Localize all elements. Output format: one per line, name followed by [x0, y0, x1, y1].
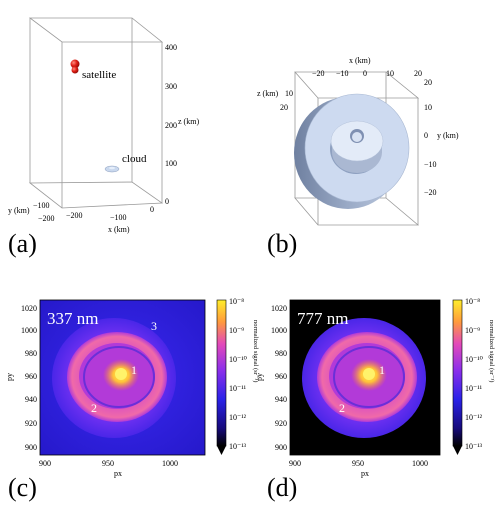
- b-ytick: −10: [424, 160, 437, 169]
- d-cbtick: 10⁻¹¹: [465, 384, 483, 393]
- a-ztick: 300: [165, 82, 177, 91]
- d-cbtick: 10⁻¹⁰: [465, 355, 483, 364]
- cloud-shape: [104, 165, 120, 173]
- c-region-label: 3: [151, 319, 157, 333]
- b-xtick: −20: [312, 69, 325, 78]
- d-colorbar: [452, 299, 463, 447]
- c-region-label: 1: [131, 363, 137, 377]
- d-ytick: 900: [275, 443, 287, 452]
- d-cbtick: 10⁻⁹: [465, 326, 480, 335]
- b-ylabel: y (km): [437, 131, 459, 140]
- c-ytick: 940: [25, 395, 37, 404]
- d-ytick: 940: [275, 395, 287, 404]
- b-xtick: −10: [336, 69, 349, 78]
- b-xlabel: x (km): [349, 56, 371, 65]
- c-ytick: 900: [25, 443, 37, 452]
- d-image: [290, 300, 440, 455]
- panel-label-b: (b): [267, 229, 297, 258]
- b-xtick: 0: [363, 69, 367, 78]
- a-zlabel: z (km): [178, 117, 199, 126]
- d-region-label: 1: [379, 363, 385, 377]
- d-cbtick: 10⁻¹²: [465, 413, 483, 422]
- c-colorbar-label: normalized signal (sr⁻¹): [252, 320, 259, 382]
- panel-a-box: [28, 17, 164, 209]
- d-ylabel: py: [255, 373, 264, 381]
- d-region-label: 2: [339, 401, 345, 415]
- b-ztick: 10: [285, 89, 293, 98]
- c-xlabel: px: [114, 469, 122, 478]
- b-zlabel: z (km): [257, 89, 278, 98]
- c-colorbar: [216, 299, 227, 447]
- cloud-model: [294, 93, 410, 209]
- a-ytick: −100: [33, 201, 50, 210]
- d-cbtick: 10⁻⁸: [465, 297, 480, 306]
- c-cbtick: 10⁻¹³: [229, 442, 247, 451]
- d-ytick: 960: [275, 372, 287, 381]
- d-colorbar-label: normalized signal (sr⁻¹): [488, 320, 495, 382]
- c-ytick: 1000: [21, 326, 37, 335]
- c-wavelength: 337 nm: [47, 309, 98, 328]
- c-xtick: 900: [39, 459, 51, 468]
- a-xlabel: x (km): [108, 225, 130, 234]
- c-region-label: 2: [91, 401, 97, 415]
- d-ytick: 920: [275, 419, 287, 428]
- c-cbtick: 10⁻¹⁰: [229, 355, 247, 364]
- b-ytick: 10: [424, 103, 432, 112]
- panel-c: 337 nm 3 1 2 1020 1000 980 960 940 920 9…: [5, 297, 259, 502]
- a-ztick: 400: [165, 43, 177, 52]
- panel-a: satellite cloud 400 300 200 100 0 z (km)…: [8, 17, 199, 258]
- d-axes-frame: [289, 299, 441, 456]
- satellite-marker: [70, 59, 80, 74]
- d-cbtick: 10⁻¹³: [465, 442, 483, 451]
- a-xtick: −100: [110, 213, 127, 222]
- b-ytick: −20: [424, 188, 437, 197]
- c-cbtick: 10⁻¹²: [229, 413, 247, 422]
- a-xtick: −200: [66, 211, 83, 220]
- d-xtick: 900: [289, 459, 301, 468]
- d-xtick: 1000: [412, 459, 428, 468]
- d-ytick: 1000: [271, 326, 287, 335]
- d-xtick: 950: [352, 459, 364, 468]
- c-axes-frame: [39, 299, 206, 456]
- satellite-label: satellite: [82, 69, 116, 81]
- c-ytick: 1020: [21, 304, 37, 313]
- panel-b: −20 −10 0 10 20 x (km) z (km) 10 20 20 1…: [257, 56, 459, 258]
- a-ylabel: y (km): [8, 206, 30, 215]
- c-ytick: 980: [25, 349, 37, 358]
- d-ytick: 1020: [271, 304, 287, 313]
- c-ytick: 920: [25, 419, 37, 428]
- c-ytick: 960: [25, 372, 37, 381]
- c-cbtick: 10⁻¹¹: [229, 384, 247, 393]
- d-xlabel: px: [361, 469, 369, 478]
- cloud-label: cloud: [122, 153, 147, 165]
- a-ztick: 100: [165, 159, 177, 168]
- a-ytick: −200: [38, 214, 55, 223]
- b-xtick: 20: [414, 69, 422, 78]
- a-ztick: 0: [165, 197, 169, 206]
- c-ylabel: py: [5, 373, 14, 381]
- d-colorbar-extend: [453, 446, 462, 455]
- d-ytick: 980: [275, 349, 287, 358]
- c-cbtick: 10⁻⁸: [229, 297, 244, 306]
- panel-label-c: (c): [8, 473, 37, 502]
- panel-label-a: (a): [8, 229, 37, 258]
- a-ztick: 200: [165, 121, 177, 130]
- b-ztick: 20: [280, 103, 288, 112]
- d-wavelength: 777 nm: [297, 309, 348, 328]
- c-image: [40, 300, 205, 455]
- b-ytick: 0: [424, 131, 428, 140]
- panel-d: 777 nm 1 2 1020 1000 980 960 940 920 900…: [255, 297, 495, 502]
- a-xtick: 0: [150, 205, 154, 214]
- panel-label-d: (d): [267, 473, 297, 502]
- c-colorbar-extend: [217, 446, 226, 455]
- b-ytick: 20: [424, 78, 432, 87]
- c-xtick: 1000: [162, 459, 178, 468]
- b-xtick: 10: [386, 69, 394, 78]
- c-cbtick: 10⁻⁹: [229, 326, 244, 335]
- c-xtick: 950: [102, 459, 114, 468]
